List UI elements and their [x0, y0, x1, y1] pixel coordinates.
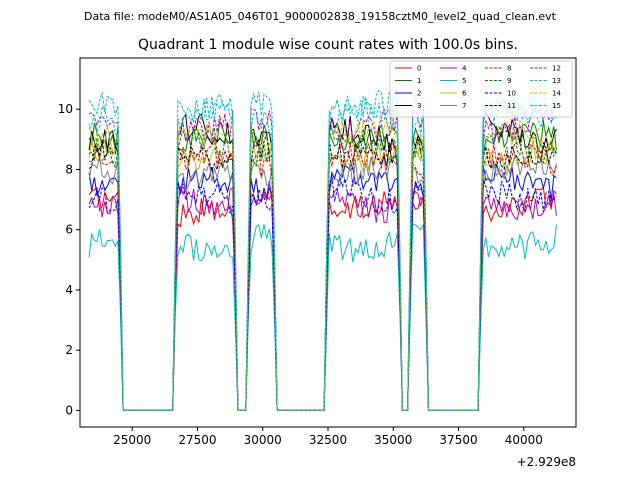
y-tick-label: 10 [58, 102, 73, 116]
legend-label-7: 7 [462, 102, 466, 110]
legend-label-3: 3 [417, 102, 421, 110]
x-offset-label: +2.929e8 [517, 455, 576, 469]
legend-label-14: 14 [552, 90, 561, 98]
series-line-13 [88, 88, 557, 411]
legend-label-0: 0 [417, 65, 421, 73]
series-line-2 [88, 164, 557, 411]
x-axis: 25000 27500 30000 32500 35000 37500 40000 [113, 427, 543, 447]
x-tick-label: 35000 [374, 433, 412, 447]
legend-label-8: 8 [507, 65, 511, 73]
legend-label-1: 1 [417, 77, 421, 85]
y-tick-label: 2 [65, 343, 73, 357]
series-line-1 [88, 120, 557, 411]
x-tick-label: 37500 [439, 433, 477, 447]
y-tick-label: 8 [65, 162, 73, 176]
legend-label-9: 9 [507, 77, 511, 85]
series-line-5 [88, 222, 557, 411]
legend-label-5: 5 [462, 77, 466, 85]
x-tick-label: 40000 [505, 433, 543, 447]
legend-label-2: 2 [417, 90, 421, 98]
series-line-10 [88, 175, 557, 411]
x-tick-label: 27500 [178, 433, 216, 447]
y-tick-label: 4 [65, 283, 73, 297]
suptitle: Data file: modeM0/AS1A05_046T01_90000028… [84, 10, 557, 23]
x-tick-label: 25000 [113, 433, 151, 447]
x-tick-label: 32500 [309, 433, 347, 447]
series-line-0 [88, 186, 557, 411]
series-line-14 [88, 118, 557, 411]
legend-box [389, 60, 573, 118]
legend-label-6: 6 [462, 90, 467, 98]
series-line-15 [88, 95, 557, 411]
y-axis: 0 2 4 6 8 10 [58, 102, 80, 417]
series-line-9 [88, 123, 557, 411]
legend-label-10: 10 [507, 90, 516, 98]
series-line-7 [88, 156, 557, 411]
x-tick-label: 30000 [244, 433, 282, 447]
legend-label-12: 12 [552, 65, 561, 73]
y-tick-label: 6 [65, 223, 73, 237]
legend-label-11: 11 [507, 102, 516, 110]
legend-label-13: 13 [552, 77, 561, 85]
series-line-6 [88, 137, 557, 411]
series-line-11 [88, 134, 557, 411]
chart-title: Quadrant 1 module wise count rates with … [138, 37, 518, 53]
series-line-4 [88, 185, 557, 411]
legend-label-15: 15 [552, 102, 561, 110]
series-layer [88, 88, 557, 411]
y-tick-label: 0 [65, 403, 73, 417]
legend-label-4: 4 [462, 65, 467, 73]
